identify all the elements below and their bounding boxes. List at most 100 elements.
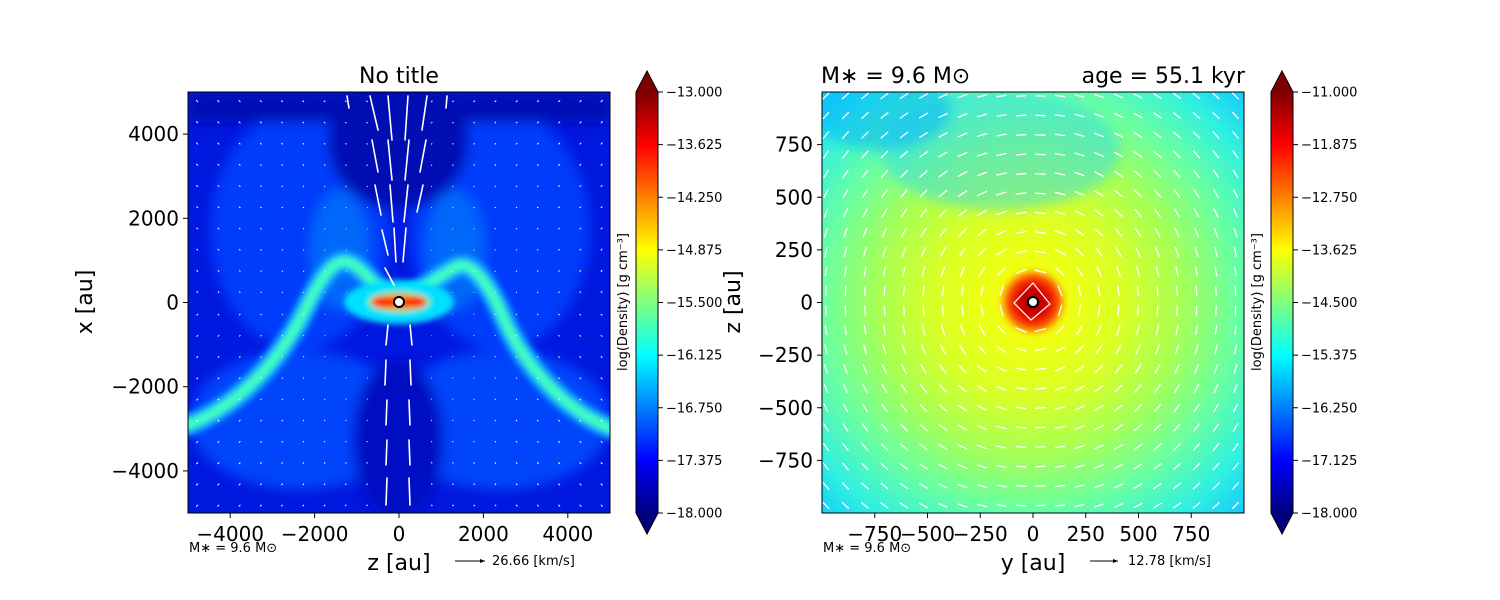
- velocity-arrow: [1133, 423, 1143, 432]
- velocity-arrow: [843, 246, 848, 258]
- velocity-arrow: [1074, 425, 1085, 430]
- velocity-arrow: [536, 249, 539, 251]
- velocity-arrow: [281, 334, 284, 337]
- velocity-arrow: [430, 164, 433, 166]
- velocity-arrow: [536, 462, 539, 465]
- velocity-arrow: [473, 419, 475, 422]
- velocity-arrow: [899, 482, 909, 490]
- velocity-arrow: [473, 504, 476, 507]
- velocity-arrow: [919, 443, 928, 451]
- right-panel: −750−500−250 0 250 500 750 −750−500−25002505…: [721, 64, 1246, 576]
- velocity-arrow: [980, 304, 984, 317]
- velocity-arrow: [957, 464, 968, 469]
- velocity-arrow: [957, 113, 968, 118]
- velocity-arrow: [940, 266, 946, 277]
- velocity-arrow: [1212, 92, 1220, 100]
- velocity-arrow: [881, 383, 888, 394]
- velocity-arrow: [302, 398, 305, 401]
- velocity-arrow: [280, 504, 284, 507]
- velocity-arrow: [844, 285, 847, 297]
- velocity-arrow: [938, 189, 948, 198]
- velocity-arrow: [515, 483, 518, 486]
- velocity-arrow: [1214, 344, 1218, 355]
- velocity-arrow: [217, 121, 220, 124]
- velocity-arrow: [345, 419, 347, 422]
- velocity-arrow: [863, 324, 867, 336]
- velocity-arrow: [579, 419, 582, 422]
- velocity-arrow: [1117, 285, 1120, 297]
- velocity-arrow: [842, 208, 849, 218]
- velocity-arrow: [881, 227, 888, 238]
- velocity-arrow: [260, 334, 262, 337]
- velocity-arrow: [536, 100, 540, 103]
- velocity-arrow: [280, 100, 284, 103]
- velocity-arrow: [1054, 406, 1066, 410]
- velocity-arrow: [919, 423, 928, 432]
- velocity-arrow: [1133, 151, 1143, 158]
- velocity-arrow: [260, 313, 262, 316]
- velocity-arrow: [1173, 423, 1181, 432]
- velocity-arrow: [939, 246, 947, 258]
- velocity-arrow: [600, 504, 604, 508]
- velocity-arrow: [600, 206, 603, 209]
- velocity-arrow: [600, 419, 603, 422]
- velocity-arrow: [1094, 364, 1104, 374]
- right-colorbar-max-triangle-icon: [1271, 71, 1293, 92]
- velocity-arrow: [473, 249, 475, 251]
- velocity-arrow: [938, 424, 948, 431]
- velocity-arrow: [238, 121, 241, 124]
- velocity-arrow: [473, 377, 475, 379]
- velocity-arrow: [861, 92, 869, 100]
- velocity-arrow: [1233, 344, 1238, 355]
- velocity-arrow: [558, 356, 560, 358]
- velocity-arrow: [217, 269, 220, 272]
- velocity-arrow: [1153, 482, 1162, 490]
- velocity-arrow: [1193, 403, 1200, 413]
- velocity-arrow: [1074, 229, 1085, 236]
- left-colorbar-label: log(Density) [g cm⁻³]: [616, 233, 631, 371]
- velocity-arrow: [996, 425, 1007, 430]
- velocity-arrow: [259, 504, 262, 507]
- velocity-arrow: [882, 344, 887, 355]
- velocity-arrow: [1133, 93, 1143, 99]
- velocity-arrow: [473, 356, 475, 358]
- velocity-arrow: [494, 206, 497, 209]
- velocity-arrow: [1212, 423, 1220, 432]
- velocity-arrow: [1192, 150, 1201, 159]
- velocity-arrow: [842, 169, 849, 179]
- velocity-arrow: [996, 345, 1007, 354]
- right-colorbar-ticks: −11.000 −11.875 −12.750 −13.625 −14.500 −15.3…: [1293, 86, 1357, 522]
- velocity-arrow: [238, 462, 241, 465]
- velocity-arrow: [558, 163, 561, 166]
- velocity-arrow: [195, 99, 199, 103]
- velocity-arrow: [196, 334, 199, 338]
- velocity-arrow: [901, 246, 907, 258]
- velocity-arrow: [1133, 483, 1143, 489]
- velocity-arrow: [536, 483, 540, 486]
- velocity-arrow: [1113, 503, 1124, 508]
- velocity-arrow: [430, 121, 433, 124]
- velocity-arrow: [901, 344, 907, 355]
- velocity-arrow: [1232, 131, 1239, 139]
- velocity-arrow: [238, 99, 241, 103]
- velocity-arrow: [217, 377, 220, 380]
- velocity-arrow: [841, 111, 850, 120]
- velocity-arrow: [1113, 424, 1124, 431]
- velocity-arrow: [473, 270, 475, 272]
- velocity-arrow: [1114, 208, 1123, 218]
- velocity-arrow: [880, 482, 889, 490]
- velocity-arrow: [1054, 366, 1066, 372]
- velocity-arrow: [1154, 364, 1161, 374]
- velocity-arrow: [880, 462, 889, 471]
- right-star-marker-icon: [1027, 296, 1039, 308]
- velocity-arrow: [1015, 134, 1027, 136]
- y-tick-label: 0: [800, 291, 813, 315]
- velocity-arrow: [196, 248, 199, 251]
- velocity-arrow: [1034, 348, 1047, 351]
- velocity-arrow: [323, 100, 326, 103]
- velocity-arrow: [494, 398, 497, 401]
- right-velocity-key: 12.78 [km/s]: [1128, 554, 1211, 569]
- velocity-arrow: [494, 142, 497, 145]
- velocity-arrow: [861, 403, 869, 413]
- velocity-arrow: [579, 99, 582, 103]
